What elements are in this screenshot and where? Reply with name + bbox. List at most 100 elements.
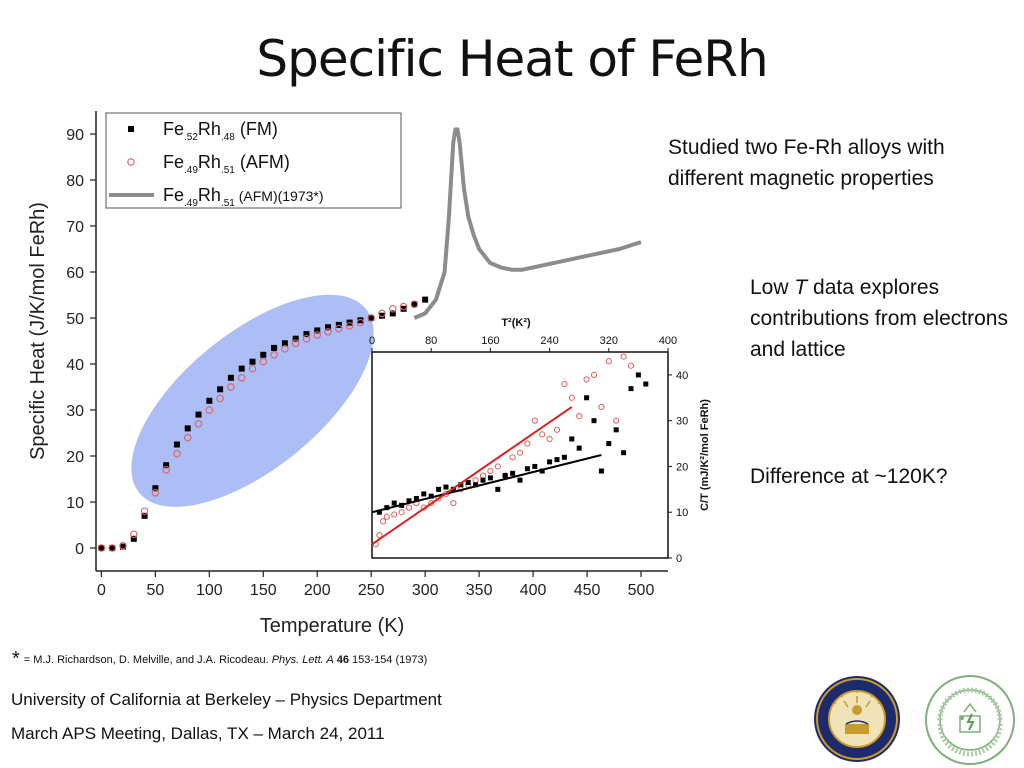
fm-data-point <box>357 317 364 324</box>
afm-data-point <box>119 541 127 550</box>
inset-fm-point <box>613 427 619 433</box>
inset-afm-point <box>568 394 575 401</box>
note-alloys: Studied two Fe-Rh alloys with different … <box>668 136 945 190</box>
inset-afm-point <box>380 518 387 525</box>
inset-afm-point <box>546 435 553 443</box>
inset-x-tick-label: 160 <box>481 335 499 347</box>
inset-y-tick-label: 10 <box>676 507 688 519</box>
inset-fm-point <box>584 395 590 401</box>
afm-data-point <box>140 507 149 515</box>
fm-data-point <box>98 545 105 551</box>
inset-afm-point <box>598 403 605 411</box>
inset-fm-point <box>465 479 471 485</box>
afm-data-point <box>248 364 257 373</box>
inset-fm-point <box>576 445 582 451</box>
y-tick-label: 40 <box>66 357 84 374</box>
inset-afm-point <box>383 513 390 520</box>
inset-fm-point <box>621 450 627 456</box>
legend-entry-part: .51 <box>221 198 235 209</box>
fm-data-point <box>163 462 170 469</box>
x-tick-label: 50 <box>146 582 164 599</box>
fm-data-point <box>109 545 116 551</box>
inset-fm-point <box>569 436 575 442</box>
footer-line-1: University of California at Berkeley – P… <box>11 690 442 709</box>
inset-x-tick-label: 320 <box>600 335 618 347</box>
fm-data-point <box>292 335 299 342</box>
afm-data-point <box>410 300 419 308</box>
inset-afm-point <box>605 358 612 365</box>
legend-entry-part: .49 <box>184 198 198 209</box>
afm-data-point <box>270 351 278 359</box>
legend-entry-label: Fe.49Rh.51 (AFM)(1973*) <box>163 185 324 209</box>
inset-fm-point <box>421 491 427 497</box>
inset-fm-point <box>376 509 382 515</box>
inset-fm-point <box>473 482 479 488</box>
inset-fm-point <box>495 486 501 492</box>
fm-data-point <box>325 324 332 331</box>
inset-fm-point <box>554 457 560 463</box>
footnote-volume: 46 <box>336 654 349 666</box>
fm-data-point <box>368 315 375 321</box>
footnote-journal: Phys. Lett. A <box>271 654 334 666</box>
afm-data-point <box>108 544 116 552</box>
fm-data-point <box>173 441 180 448</box>
fm-data-point <box>389 310 396 317</box>
inset-x-tick-label: 240 <box>540 335 558 347</box>
inset-fm-point <box>436 486 442 492</box>
legend-entry-part: Rh <box>198 152 221 172</box>
inset-y-tick-label: 0 <box>676 553 682 565</box>
x-tick-label: 400 <box>520 582 547 599</box>
y-tick-label: 90 <box>66 127 84 144</box>
x-tick-label: 450 <box>574 582 601 599</box>
inset-fm-point <box>391 500 397 506</box>
afm-data-point <box>194 420 203 428</box>
x-tick-label: 100 <box>196 582 223 599</box>
inset-fm-point <box>502 473 508 479</box>
inset-afm-point <box>620 353 627 360</box>
inset-fm-point <box>598 468 604 474</box>
legend-entry-part: (AFM)(1973*) <box>235 188 324 204</box>
afm-data-point <box>227 383 235 391</box>
inset-afm-point <box>524 440 531 447</box>
legend-entry-part: Fe <box>163 185 184 205</box>
inset-fm-point <box>643 381 649 387</box>
x-tick-label: 250 <box>358 582 385 599</box>
y-tick-label: 80 <box>66 173 84 190</box>
slide-title: Specific Heat of FeRh <box>256 30 768 88</box>
inset-afm-point <box>428 499 435 507</box>
fm-data-point <box>195 411 202 418</box>
afm-data-point <box>216 394 224 403</box>
x-axis-label: Temperature (K) <box>260 615 405 637</box>
inset-afm-point <box>539 431 546 438</box>
note-low-t-post: data explores contributions from electro… <box>750 276 1008 361</box>
inset-afm-point <box>398 509 405 516</box>
legend-entry-part: .48 <box>221 132 235 143</box>
fm-data-point <box>152 485 159 492</box>
legend-entry-part: Rh <box>198 119 221 139</box>
legend-entry-part: .51 <box>221 165 235 176</box>
inset-fm-point <box>561 454 567 460</box>
y-tick-label: 0 <box>75 541 84 558</box>
fm-data-point <box>400 305 407 312</box>
legend-entry-part: .49 <box>184 165 198 176</box>
afm-data-point <box>335 324 343 333</box>
fm-data-point <box>119 543 126 550</box>
legend-entry-part: Fe <box>163 152 184 172</box>
x-tick-label: 350 <box>466 582 493 599</box>
legend-marker <box>128 126 134 132</box>
footnote-prefix: = M.J. Richardson, D. Melville, and J.A.… <box>23 654 272 666</box>
afm-data-point <box>162 466 170 474</box>
fm-data-point <box>379 312 385 319</box>
inset-fm-point <box>413 495 419 501</box>
afm-data-point <box>281 345 289 353</box>
afm-data-point <box>345 322 354 330</box>
inset-afm-point <box>553 426 561 433</box>
fm-data-point <box>260 351 267 358</box>
fm-data-point <box>271 344 278 351</box>
fm-data-point <box>314 327 321 334</box>
legend-entry-label: Fe.52Rh.48 (FM) <box>163 119 278 143</box>
afm-data-point <box>367 314 375 322</box>
inset-fm-point <box>517 477 523 483</box>
afm-data-point <box>173 449 181 458</box>
